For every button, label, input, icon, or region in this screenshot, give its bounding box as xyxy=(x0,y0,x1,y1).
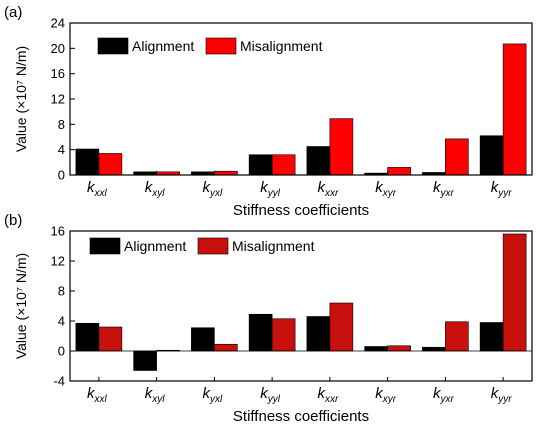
y-tick-label: 24 xyxy=(51,16,65,31)
legend-swatch-alignment xyxy=(97,37,129,55)
x-category-label: kyxl xyxy=(203,179,224,199)
x-category-label: kxyr xyxy=(375,179,397,199)
plot-frame xyxy=(69,230,533,382)
bar-alignment-xxr xyxy=(306,146,331,176)
y-tick-label: 4 xyxy=(58,142,65,157)
bar-misalignment-xyr xyxy=(387,345,411,352)
bar-alignment-xxr xyxy=(306,316,331,352)
bar-misalignment-xxr xyxy=(329,118,354,176)
x-category-label: kyyl xyxy=(260,385,281,405)
bar-alignment-yxl xyxy=(191,327,215,352)
x-axis-label: Stiffness coefficients xyxy=(233,202,369,219)
y-tick-label: 12 xyxy=(51,254,65,269)
bar-alignment-yyr xyxy=(479,135,504,176)
y-axis-label: Value (×10⁷ N/m) xyxy=(13,46,29,152)
bar-misalignment-xxr xyxy=(329,302,354,352)
chart-panel-2: -4 0 4 8 12 16 kxxl kxyl kyxl kyyl kxxr kxyr kyxr kyy… xyxy=(4,212,533,425)
legend-swatch-alignment xyxy=(89,237,121,255)
x-axis-label: Stiffness coefficients xyxy=(233,408,369,425)
x-category-label: kxxl xyxy=(87,179,108,199)
bar-alignment-xxl xyxy=(75,148,100,176)
y-tick-label: 0 xyxy=(58,344,65,359)
x-category-label: kxyl xyxy=(145,179,166,199)
bar-alignment-xyr xyxy=(364,346,388,352)
bar-misalignment-yxr xyxy=(445,138,469,176)
bar-alignment-yyr xyxy=(479,322,504,352)
chart-panel-1: 0 4 8 12 16 20 24 kxxl kxyl kyxl kyyl kxxr kxyr kyxr k… xyxy=(4,4,533,219)
y-tick-label: 16 xyxy=(51,224,65,239)
legend-label-alignment: Alignment xyxy=(124,238,186,254)
x-category-label: kyyl xyxy=(260,179,281,199)
y-tick-label: 4 xyxy=(58,314,65,329)
y-tick-label: 16 xyxy=(51,66,65,81)
x-category-label: kxyl xyxy=(145,385,166,405)
y-tick-label: 8 xyxy=(58,117,65,132)
x-category-label: kyyr xyxy=(491,385,513,405)
bar-alignment-yyl xyxy=(248,154,273,176)
panel-label: (b) xyxy=(4,212,22,229)
x-category-label: kyyr xyxy=(491,179,513,199)
bar-alignment-xxl xyxy=(75,322,100,352)
y-tick-label: 8 xyxy=(58,284,65,299)
bar-misalignment-yyl xyxy=(271,318,296,352)
y-tick-label: 0 xyxy=(58,168,65,183)
x-category-label: kyxr xyxy=(433,385,455,405)
y-tick-label: 20 xyxy=(51,41,65,56)
x-category-label: kyxr xyxy=(433,179,455,199)
x-category-label: kxxl xyxy=(87,385,108,405)
y-tick-label: 12 xyxy=(51,92,65,107)
legend-swatch-misalignment xyxy=(205,37,237,55)
legend-label-alignment: Alignment xyxy=(132,38,194,54)
x-category-label: kyxl xyxy=(203,385,224,405)
bar-misalignment-yyl xyxy=(271,154,296,176)
bar-misalignment-xxl xyxy=(98,153,123,176)
legend-label-misalignment: Misalignment xyxy=(232,238,315,254)
x-category-label: kxyr xyxy=(375,385,397,405)
legend-label-misalignment: Misalignment xyxy=(240,38,323,54)
bar-misalignment-yxr xyxy=(445,321,469,352)
bar-misalignment-yyr xyxy=(502,233,527,352)
legend-swatch-misalignment xyxy=(197,237,229,255)
x-category-label: kxxr xyxy=(317,385,339,405)
bar-alignment-xyl xyxy=(133,350,157,371)
y-tick-label: -4 xyxy=(53,374,65,389)
bar-misalignment-xxl xyxy=(98,326,123,352)
bar-alignment-yyl xyxy=(248,313,273,352)
panel-label: (a) xyxy=(4,4,22,21)
bar-alignment-yxr xyxy=(422,346,446,352)
x-category-label: kxxr xyxy=(317,179,339,199)
bar-misalignment-yxl xyxy=(214,343,238,352)
y-axis-label: Value (×10⁷ N/m) xyxy=(13,253,29,359)
bar-misalignment-xyr xyxy=(387,167,411,176)
bar-misalignment-yyr xyxy=(502,43,527,176)
